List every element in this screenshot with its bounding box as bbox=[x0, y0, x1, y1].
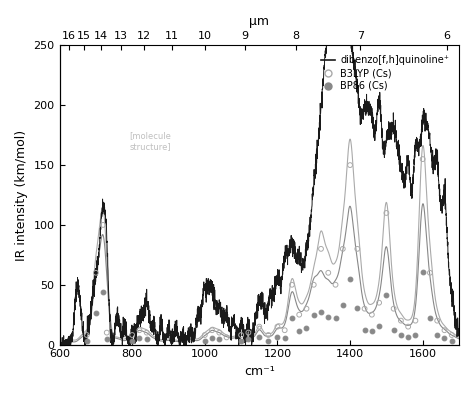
Point bbox=[310, 312, 318, 318]
Point bbox=[136, 327, 143, 333]
Point bbox=[245, 329, 252, 336]
Point bbox=[83, 338, 91, 344]
Point bbox=[92, 310, 100, 316]
Point bbox=[361, 327, 368, 333]
Point bbox=[426, 315, 434, 321]
Point bbox=[295, 312, 303, 318]
Point bbox=[208, 335, 216, 341]
Point bbox=[448, 338, 456, 344]
Point bbox=[332, 315, 339, 321]
X-axis label: cm⁻¹: cm⁻¹ bbox=[244, 365, 274, 378]
Point bbox=[368, 312, 375, 318]
Point bbox=[92, 270, 100, 276]
Point bbox=[339, 302, 346, 308]
Point bbox=[288, 315, 296, 321]
Point bbox=[375, 323, 383, 329]
Point bbox=[346, 275, 354, 282]
Point bbox=[383, 292, 390, 298]
Point bbox=[361, 305, 368, 312]
Point bbox=[273, 334, 281, 340]
Point bbox=[332, 282, 339, 288]
Point bbox=[317, 246, 325, 252]
Point bbox=[103, 329, 110, 336]
Point bbox=[295, 328, 303, 334]
Point bbox=[433, 332, 441, 338]
Point bbox=[264, 338, 272, 344]
Point bbox=[255, 334, 263, 340]
Point bbox=[433, 318, 441, 324]
Point bbox=[448, 332, 456, 338]
Point bbox=[325, 270, 332, 276]
Point bbox=[128, 338, 136, 344]
Point bbox=[216, 329, 223, 336]
Point bbox=[237, 338, 245, 344]
Point bbox=[208, 327, 216, 333]
Legend: dibenzo[f,h]quinoline⁺, B3LYP (Cs), BP86 (Cs): dibenzo[f,h]quinoline⁺, B3LYP (Cs), BP86… bbox=[316, 50, 454, 96]
Point bbox=[143, 329, 150, 336]
Point bbox=[143, 336, 150, 342]
Point bbox=[245, 336, 252, 342]
Text: [molecule
structure]: [molecule structure] bbox=[129, 131, 171, 151]
X-axis label: μm: μm bbox=[249, 15, 269, 28]
Point bbox=[303, 305, 310, 312]
Point bbox=[100, 289, 107, 295]
Point bbox=[237, 332, 245, 338]
Point bbox=[375, 299, 383, 306]
Point bbox=[397, 318, 405, 324]
Point bbox=[273, 323, 281, 330]
Point bbox=[216, 336, 223, 342]
Point bbox=[281, 335, 289, 341]
Point bbox=[201, 338, 209, 344]
Point bbox=[346, 162, 354, 168]
Point bbox=[83, 332, 91, 338]
Point bbox=[339, 246, 346, 252]
Point bbox=[404, 323, 412, 330]
Point bbox=[441, 327, 448, 333]
Point bbox=[128, 332, 136, 338]
Point bbox=[383, 210, 390, 216]
Point bbox=[201, 332, 209, 338]
Point bbox=[397, 332, 405, 338]
Point bbox=[411, 332, 419, 338]
Point bbox=[136, 335, 143, 341]
Point bbox=[223, 334, 230, 341]
Point bbox=[419, 156, 427, 162]
Point bbox=[281, 327, 289, 333]
Point bbox=[390, 305, 397, 312]
Point bbox=[303, 325, 310, 331]
Point bbox=[368, 328, 375, 334]
Point bbox=[441, 335, 448, 341]
Point bbox=[103, 336, 110, 342]
Point bbox=[404, 334, 412, 340]
Point bbox=[426, 270, 434, 276]
Point bbox=[419, 269, 427, 275]
Point bbox=[354, 305, 361, 312]
Point bbox=[255, 323, 263, 330]
Point bbox=[310, 282, 318, 288]
Point bbox=[264, 332, 272, 338]
Y-axis label: IR intensity (km/mol): IR intensity (km/mol) bbox=[15, 129, 28, 261]
Point bbox=[325, 314, 332, 320]
Point bbox=[288, 282, 296, 288]
Point bbox=[411, 318, 419, 324]
Point bbox=[354, 246, 361, 252]
Point bbox=[100, 222, 107, 228]
Point bbox=[390, 327, 397, 333]
Point bbox=[317, 309, 325, 315]
